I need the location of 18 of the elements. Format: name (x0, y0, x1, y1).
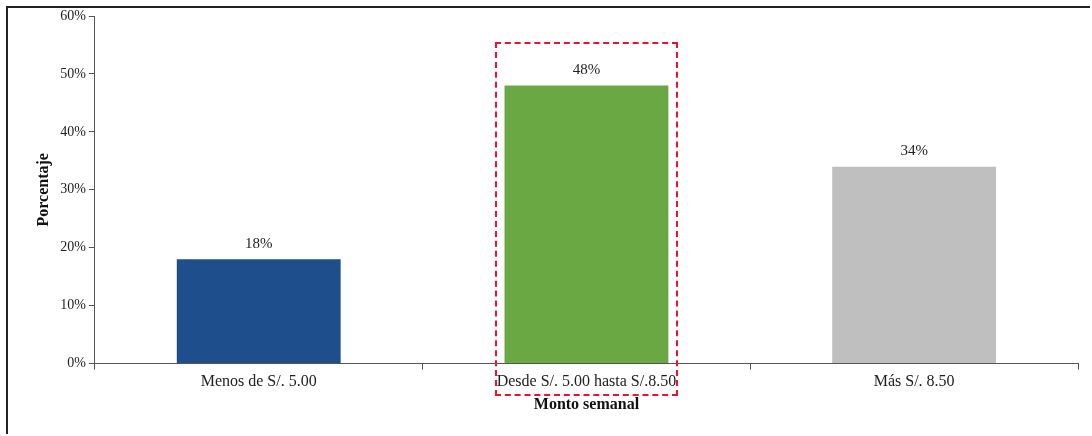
y-tick-label: 0% (67, 355, 87, 371)
x-axis-title: Monto semanal (533, 394, 640, 412)
y-tick-label: 50% (60, 65, 87, 81)
y-tick-label: 40% (60, 123, 87, 139)
y-tick-label: 60% (60, 7, 87, 23)
x-tick-label: Menos de S/. 5.00 (200, 372, 317, 390)
x-tick-label: Desde S/. 5.00 hasta S/.8.50 (496, 372, 677, 390)
y-tick-label: 20% (60, 239, 87, 255)
y-tick-label: 30% (60, 181, 87, 197)
data-label: 48% (572, 60, 601, 77)
bar (176, 259, 341, 364)
data-label: 34% (900, 142, 928, 159)
bar (832, 166, 997, 364)
y-axis-title: Porcentaje (33, 153, 52, 227)
y-tick-label: 10% (60, 297, 87, 313)
bar (504, 85, 669, 364)
data-label: 18% (244, 234, 273, 251)
x-tick-label: Más S/. 8.50 (873, 372, 955, 390)
